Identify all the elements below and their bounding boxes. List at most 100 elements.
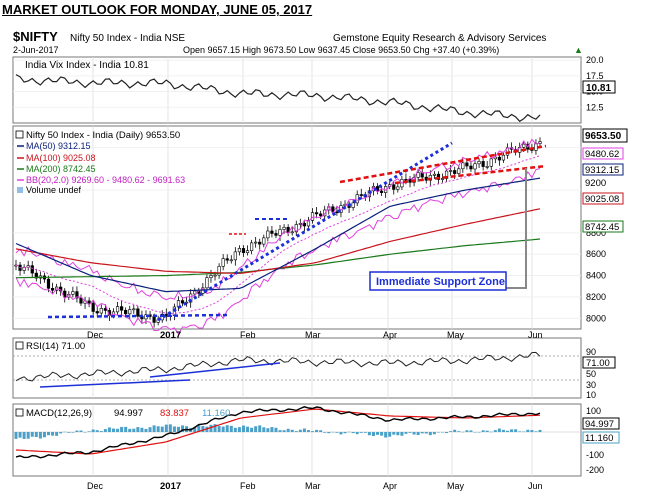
macd-hist-bar — [59, 432, 63, 434]
candle-body — [453, 170, 457, 174]
macd-legend-name: MACD(12,26,9) — [26, 408, 92, 419]
candle-body — [87, 300, 91, 304]
price-tick-9200: 9200 — [585, 178, 606, 189]
candle-body — [75, 291, 79, 299]
macd-hist-bar — [221, 426, 225, 432]
legend-swatch-price — [15, 130, 24, 139]
vix-tick-3: 12.5 — [586, 102, 604, 112]
macd-hist-bar — [160, 426, 164, 432]
macd-hist-bar — [51, 432, 55, 436]
candle-body — [249, 242, 254, 252]
bollinger-mid-line — [15, 155, 541, 315]
price-tick-4: 8800 — [586, 228, 606, 238]
macd-hist-bar — [392, 432, 396, 435]
macd-hist-bar — [376, 432, 380, 435]
macd-hist-bar — [144, 428, 148, 432]
macd-hist-bar — [152, 425, 156, 432]
macd-hist-bar — [396, 432, 400, 436]
legend-price: Nifty 50 Index - India (Daily) 9653.50 — [26, 130, 180, 141]
candle-body — [34, 272, 38, 279]
price-last-values: 9653.50 9480.62 9312.15 9200 9025.08 874… — [582, 128, 628, 233]
candle-body — [444, 170, 449, 179]
candle-body — [477, 161, 481, 165]
candle-body — [79, 297, 83, 304]
candle-body — [461, 162, 465, 170]
macd-hist-bar — [181, 425, 185, 432]
macd-hist-bar — [449, 431, 453, 432]
x-label-2017: 2017 — [160, 330, 181, 341]
change-up-icon: ▲ — [574, 45, 583, 55]
candle-body — [193, 290, 197, 295]
macd-hist-bar — [120, 426, 124, 432]
candle-body — [302, 223, 307, 227]
macd-hist-bar — [522, 431, 526, 433]
macd-hist-bar — [298, 429, 302, 432]
ma100-last-box — [582, 192, 624, 205]
candle-body — [237, 248, 242, 253]
macd-hist-bar — [311, 431, 315, 432]
candle-body — [124, 309, 128, 315]
macd-hist-bar — [493, 430, 497, 432]
candle-body — [189, 293, 193, 303]
candle-body — [241, 248, 246, 254]
candle-body — [205, 277, 209, 289]
macd-hist-bar — [250, 427, 254, 432]
macd-hist-bar — [319, 430, 323, 432]
macd-hist-bar — [359, 432, 363, 433]
macd-tick-minus200: -200 — [586, 465, 604, 475]
macd-hist-bar — [262, 427, 266, 432]
macd-hist-bar — [331, 431, 335, 433]
macd-hist-bar — [465, 430, 469, 432]
candle-body — [71, 291, 75, 295]
legend-bb: BB(20,2.0) 9269.60 - 9480.62 - 9691.63 — [26, 175, 185, 185]
macd-hist-bar — [128, 428, 132, 432]
base-support-dash — [47, 313, 231, 319]
macd-hist-bar — [400, 432, 404, 436]
macd-hist-bar — [148, 427, 152, 432]
macd-hist-bar — [335, 432, 339, 433]
macd-hist-bar — [156, 426, 160, 432]
macd-tick-100: 100 — [586, 406, 601, 416]
macd-hist-bar — [380, 432, 384, 436]
bottom-x-label-apr: Apr — [383, 481, 397, 491]
macd-hist-bar — [270, 427, 274, 432]
macd-hist-bar — [416, 432, 420, 436]
macd-hist-bar — [91, 429, 95, 432]
macd-histogram — [13, 424, 581, 439]
candle-body — [258, 241, 262, 245]
macd-hist-bar — [26, 432, 30, 439]
candle-body — [379, 190, 384, 193]
rsi-tick-50: 50 — [586, 369, 596, 379]
macd-hist-bar — [38, 432, 42, 439]
macd-hist-bar — [428, 432, 432, 436]
macd-hist-bar — [75, 430, 79, 432]
macd-hist-bar — [384, 432, 388, 438]
candle-body — [501, 154, 506, 161]
price-last-box — [582, 128, 628, 143]
macd-hist-bar — [103, 429, 107, 432]
macd-hist-bar — [278, 430, 282, 432]
macd-hist-bar — [526, 429, 530, 432]
macd-hist-bar — [266, 428, 270, 432]
candle-body — [262, 237, 266, 245]
vix-tick-1: 17.5 — [586, 71, 604, 81]
macd-hist-bar — [457, 431, 461, 432]
candle-body — [274, 233, 278, 236]
macd-hist-bar — [140, 427, 144, 432]
ma50-last-box — [582, 163, 624, 176]
support-zone-dash — [394, 164, 547, 185]
x-label-jun: Jun — [528, 330, 543, 340]
macd-hist-bar — [412, 432, 416, 435]
bottom-x-label-feb: Feb — [240, 481, 256, 491]
macd-hist-bar — [99, 431, 103, 432]
macd-hist-bar — [534, 431, 538, 432]
rsi-last-value: 71.00 — [586, 358, 610, 369]
date-label: 2-Jun-2017 — [13, 45, 59, 55]
macd-hist-bar — [116, 428, 120, 432]
macd-hist-bar — [79, 430, 83, 432]
macd-hist-bar — [67, 432, 71, 433]
macd-hist-bar — [176, 426, 180, 432]
macd-hist-bar — [371, 432, 375, 437]
macd-hist-bar — [172, 426, 176, 432]
candle-body — [221, 258, 225, 267]
